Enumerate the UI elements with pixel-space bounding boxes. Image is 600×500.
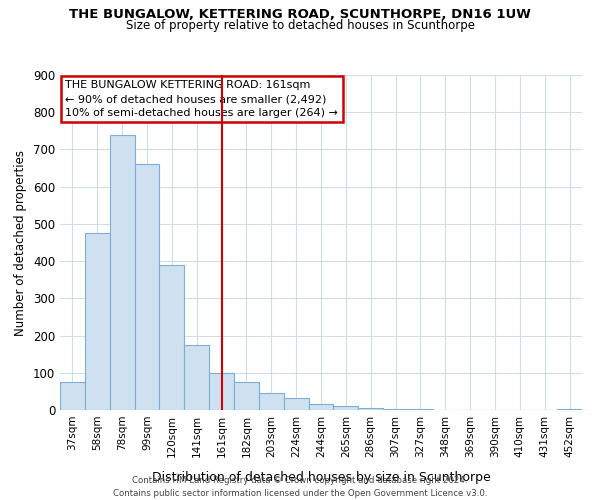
Bar bbox=[334, 406, 358, 410]
Bar bbox=[234, 382, 259, 410]
Bar bbox=[259, 392, 284, 410]
Bar bbox=[85, 233, 110, 410]
Text: THE BUNGALOW KETTERING ROAD: 161sqm
← 90% of detached houses are smaller (2,492): THE BUNGALOW KETTERING ROAD: 161sqm ← 90… bbox=[65, 80, 338, 118]
Bar bbox=[358, 408, 383, 410]
Y-axis label: Number of detached properties: Number of detached properties bbox=[14, 150, 28, 336]
Text: Contains HM Land Registry data © Crown copyright and database right 2024.
Contai: Contains HM Land Registry data © Crown c… bbox=[113, 476, 487, 498]
Bar bbox=[284, 398, 308, 410]
Bar bbox=[184, 345, 209, 410]
Bar bbox=[209, 373, 234, 410]
Text: Size of property relative to detached houses in Scunthorpe: Size of property relative to detached ho… bbox=[125, 18, 475, 32]
Bar bbox=[308, 404, 334, 410]
Bar bbox=[134, 164, 160, 410]
Bar bbox=[110, 134, 134, 410]
X-axis label: Distribution of detached houses by size in Scunthorpe: Distribution of detached houses by size … bbox=[152, 471, 490, 484]
Bar bbox=[160, 265, 184, 410]
Bar bbox=[60, 382, 85, 410]
Bar bbox=[557, 409, 582, 410]
Text: THE BUNGALOW, KETTERING ROAD, SCUNTHORPE, DN16 1UW: THE BUNGALOW, KETTERING ROAD, SCUNTHORPE… bbox=[69, 8, 531, 20]
